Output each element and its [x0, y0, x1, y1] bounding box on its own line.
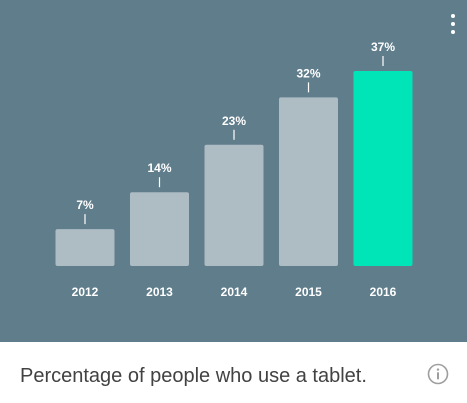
x-tick-label-2016: 2016 — [370, 285, 397, 299]
value-label-2015: 32% — [296, 66, 320, 80]
x-tick-label-2015: 2015 — [295, 285, 322, 299]
value-label-2012: 7% — [76, 198, 94, 212]
x-tick-label-2013: 2013 — [146, 285, 173, 299]
info-icon[interactable] — [427, 363, 449, 385]
bar-2016 — [353, 71, 413, 266]
more-vertical-icon[interactable] — [448, 14, 458, 34]
bar-2015 — [279, 97, 338, 266]
value-label-2013: 14% — [147, 161, 171, 175]
value-label-2014: 23% — [222, 114, 246, 128]
bar-chart: 7% 2012 14% 2013 23% 2014 32% 2015 37% 2016 — [55, 40, 413, 299]
bar-2012 — [55, 229, 115, 266]
bar-2013 — [130, 192, 189, 266]
x-tick-label-2012: 2012 — [72, 285, 99, 299]
chart-panel: 7% 2012 14% 2013 23% 2014 32% 2015 37% 2016 — [0, 0, 467, 342]
x-tick-label-2014: 2014 — [221, 285, 248, 299]
bar-2014 — [204, 144, 264, 266]
value-label-2016: 37% — [371, 40, 395, 54]
chart-footer: Percentage of people who use a tablet. — [0, 342, 467, 403]
chart-caption: Percentage of people who use a tablet. — [20, 365, 367, 387]
